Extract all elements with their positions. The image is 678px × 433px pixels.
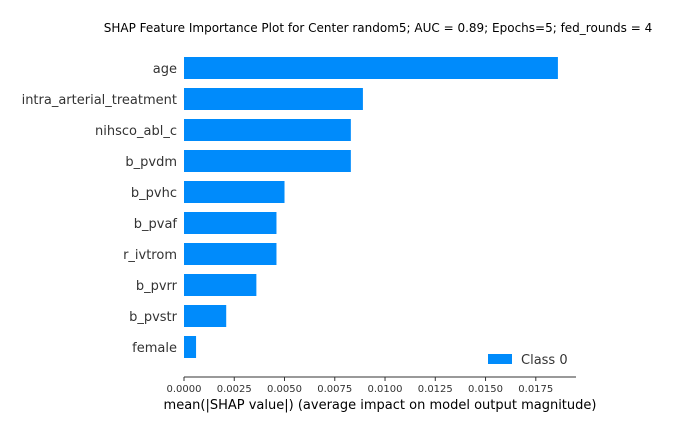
category-label: nihsco_abl_c	[95, 124, 177, 139]
category-label: b_pvdm	[125, 155, 177, 170]
category-label: b_pvstr	[129, 310, 178, 325]
x-axis-label: mean(|SHAP value|) (average impact on mo…	[164, 398, 597, 413]
bar-r_ivtrom	[184, 243, 277, 265]
bar-female	[184, 336, 197, 358]
bars-group	[184, 57, 558, 358]
chart-title: SHAP Feature Importance Plot for Center …	[104, 21, 652, 35]
category-label: age	[153, 62, 177, 77]
category-label: b_pvhc	[131, 186, 177, 201]
bar-b_pvaf	[184, 212, 277, 234]
x-tick-label: 0.0125	[418, 384, 453, 395]
category-label: intra_arterial_treatment	[22, 93, 177, 108]
bar-nihsco_abl_c	[184, 119, 351, 141]
legend-label: Class 0	[521, 353, 568, 368]
bar-intra_arterial_treatment	[184, 88, 363, 110]
bar-age	[184, 57, 558, 79]
x-tick-label: 0.0050	[267, 384, 302, 395]
bar-b_pvstr	[184, 305, 227, 327]
category-label: b_pvrr	[136, 279, 178, 294]
x-ticks: 0.0000 0.0025 0.0050 0.0075 0.0100 0.0125 0.01…	[167, 377, 553, 395]
x-tick-label: 0.0075	[317, 384, 352, 395]
bar-b_pvhc	[184, 181, 285, 203]
bar-b_pvdm	[184, 150, 351, 172]
legend: Class 0	[488, 353, 568, 368]
category-label: b_pvaf	[134, 217, 178, 232]
category-label: r_ivtrom	[123, 248, 177, 263]
x-tick-label: 0.0000	[167, 384, 202, 395]
category-label: female	[132, 341, 177, 356]
bar-b_pvrr	[184, 274, 257, 296]
legend-swatch	[488, 354, 512, 364]
category-labels: age intra_arterial_treatment nihsco_abl_cb…	[22, 62, 178, 356]
x-tick-label: 0.0175	[518, 384, 553, 395]
x-tick-label: 0.0150	[468, 384, 503, 395]
x-tick-label: 0.0025	[217, 384, 252, 395]
x-tick-label: 0.0100	[368, 384, 403, 395]
